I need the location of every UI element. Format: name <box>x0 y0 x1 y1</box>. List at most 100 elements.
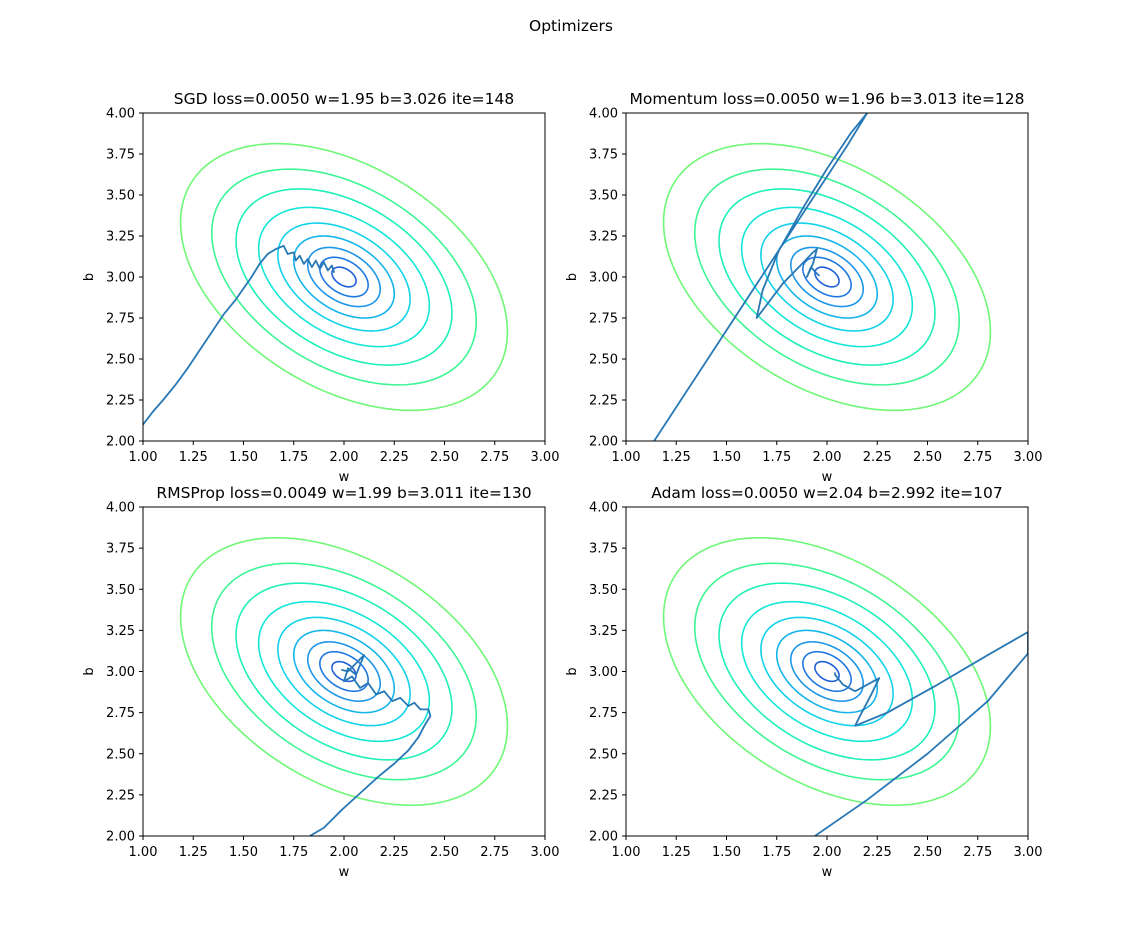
x-tick-label: 1.75 <box>279 845 308 860</box>
contour-level-2 <box>319 650 369 693</box>
y-tick-label: 2.75 <box>589 706 618 721</box>
axes-frame <box>142 112 546 442</box>
y-tick-label: 4.00 <box>589 501 618 516</box>
contour-level-9 <box>179 536 509 807</box>
y-tick-label: 2.25 <box>589 394 618 409</box>
contour-lines <box>662 536 992 807</box>
y-tick-label: 3.50 <box>589 189 618 204</box>
y-tick-label: 4.00 <box>589 107 618 122</box>
panel-grid: 1.00 1.25 1.50 1.75 2.00 2.25 2.50 2.75 3.00 2.00… <box>82 90 1042 880</box>
figure-title: Optimizers <box>529 17 613 35</box>
y-tick-label: 2.00 <box>589 435 618 450</box>
contour-level-3 <box>306 641 382 702</box>
contour-level-1 <box>331 266 357 288</box>
x-tick-label: 2.00 <box>813 450 842 465</box>
x-tick-label: 2.00 <box>330 845 359 860</box>
y-tick-label: 3.00 <box>106 271 135 286</box>
x-axis-label: w <box>822 470 833 485</box>
x-tick-label: 2.00 <box>813 845 842 860</box>
contour-level-1 <box>331 660 357 683</box>
x-tick-label: 2.50 <box>913 845 942 860</box>
contour-level-6 <box>257 600 431 743</box>
contour-level-7 <box>235 582 453 761</box>
contour-level-1 <box>814 266 840 288</box>
y-tick-label: 3.25 <box>589 230 618 245</box>
x-tick-label: 1.25 <box>662 450 691 465</box>
y-tick-label: 3.25 <box>589 624 618 639</box>
y-axis-label: b <box>565 667 580 675</box>
x-tick-label: 1.00 <box>612 450 641 465</box>
contour-level-4 <box>292 629 396 714</box>
contour-level-6 <box>257 206 431 348</box>
x-tick-label: 1.00 <box>612 845 641 860</box>
contour-level-5 <box>277 222 411 332</box>
contour-level-1 <box>814 660 840 683</box>
x-tick-label: 2.75 <box>963 450 992 465</box>
x-tick-label: 2.50 <box>913 450 942 465</box>
subplot-3: 1.00 1.25 1.50 1.75 2.00 2.25 2.50 2.75 3.00 2.00… <box>82 484 559 880</box>
axes-frame <box>625 506 1029 837</box>
y-tick-label: 2.25 <box>106 788 135 803</box>
subplot-1: 1.00 1.25 1.50 1.75 2.00 2.25 2.50 2.75 3.00 2.00… <box>82 90 559 485</box>
subplot-4: 1.00 1.25 1.50 1.75 2.00 2.25 2.50 2.75 3.00 2.00… <box>565 484 1042 880</box>
y-tick-label: 3.00 <box>106 665 135 680</box>
contour-level-6 <box>740 600 914 743</box>
x-tick-label: 3.00 <box>1014 450 1043 465</box>
x-axis-label: w <box>339 470 350 485</box>
contour-level-7 <box>235 188 453 366</box>
contour-level-4 <box>775 629 879 714</box>
subplot-title: SGD loss=0.0050 w=1.95 b=3.026 ite=148 <box>174 90 515 108</box>
x-tick-label: 3.00 <box>531 845 560 860</box>
y-tick-label: 2.50 <box>589 353 618 368</box>
contour-level-9 <box>662 142 992 412</box>
contour-level-2 <box>802 256 852 298</box>
y-tick-label: 2.00 <box>589 830 618 845</box>
x-tick-label: 2.75 <box>480 845 509 860</box>
contour-level-4 <box>292 235 396 319</box>
contour-level-2 <box>319 256 369 298</box>
y-tick-label: 2.75 <box>589 312 618 327</box>
y-tick-label: 3.75 <box>589 542 618 557</box>
optimizer-trajectory <box>653 113 869 441</box>
y-tick-label: 2.25 <box>106 394 135 409</box>
x-tick-label: 2.25 <box>380 845 409 860</box>
y-tick-label: 3.25 <box>106 624 135 639</box>
contour-level-9 <box>179 142 509 412</box>
x-tick-label: 1.25 <box>179 450 208 465</box>
x-tick-label: 1.50 <box>229 450 258 465</box>
x-tick-label: 3.00 <box>1014 845 1043 860</box>
subplot-title: Momentum loss=0.0050 w=1.96 b=3.013 ite=… <box>629 90 1024 108</box>
contour-level-8 <box>693 562 961 781</box>
x-tick-label: 2.50 <box>430 845 459 860</box>
x-tick-label: 2.75 <box>480 450 509 465</box>
contour-level-7 <box>718 582 936 761</box>
x-axis-label: w <box>822 865 833 880</box>
y-tick-label: 3.50 <box>106 583 135 598</box>
y-tick-label: 2.50 <box>106 747 135 762</box>
optimizer-trajectory <box>143 244 335 426</box>
subplot-title: RMSProp loss=0.0049 w=1.99 b=3.011 ite=1… <box>156 484 531 502</box>
x-tick-label: 1.50 <box>712 450 741 465</box>
contour-level-2 <box>802 650 852 693</box>
optimizer-trajectory <box>308 654 432 836</box>
contour-level-6 <box>740 206 914 348</box>
y-tick-label: 3.00 <box>589 271 618 286</box>
y-tick-label: 4.00 <box>106 107 135 122</box>
axes-frame <box>142 506 546 837</box>
x-tick-label: 2.00 <box>330 450 359 465</box>
contour-lines <box>179 142 509 412</box>
subplot-title: Adam loss=0.0050 w=2.04 b=2.992 ite=107 <box>651 484 1003 502</box>
x-tick-label: 2.25 <box>863 845 892 860</box>
y-tick-label: 3.00 <box>589 665 618 680</box>
x-tick-label: 1.00 <box>129 845 158 860</box>
x-tick-label: 1.50 <box>229 845 258 860</box>
x-tick-label: 2.25 <box>380 450 409 465</box>
y-axis-label: b <box>82 273 97 281</box>
y-tick-label: 2.50 <box>106 353 135 368</box>
contour-level-5 <box>277 616 411 727</box>
subplot-2: 1.00 1.25 1.50 1.75 2.00 2.25 2.50 2.75 3.00 2.00… <box>565 90 1042 485</box>
contour-lines <box>662 142 992 412</box>
contour-level-8 <box>210 168 478 386</box>
y-tick-label: 2.75 <box>106 706 135 721</box>
